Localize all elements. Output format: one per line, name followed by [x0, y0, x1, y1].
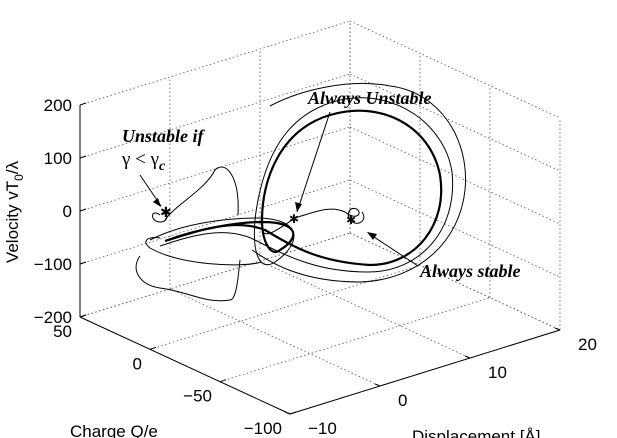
- x-tick-label: −10: [308, 419, 337, 438]
- tick-mark: [79, 261, 87, 265]
- z-tick-label: 0: [63, 202, 72, 221]
- z-axis-label: Velocity vT0/λ: [3, 160, 26, 263]
- grid-line: [149, 264, 421, 350]
- grid: [79, 20, 561, 415]
- trajectory: [152, 209, 168, 223]
- grid-line: [259, 260, 471, 359]
- fixed-point: ✱: [160, 204, 172, 220]
- tick-mark: [464, 355, 471, 359]
- arrow: [296, 111, 331, 213]
- tick-mark: [374, 383, 381, 387]
- grid-line: [219, 297, 491, 383]
- grid-line: [349, 179, 561, 278]
- x-axis-label: Displacement [Å]: [412, 427, 541, 438]
- z-tick-label: −200: [34, 308, 72, 327]
- grid-line: [349, 126, 561, 225]
- grid-line: [349, 20, 561, 119]
- tick-mark: [79, 155, 87, 159]
- grid-line: [79, 232, 351, 318]
- grid-line: [79, 126, 351, 212]
- z-tick-label: 100: [44, 149, 72, 168]
- trajectory: [261, 217, 296, 235]
- tick-mark: [554, 327, 561, 331]
- annotation: Always stable: [419, 261, 521, 281]
- axis-line: [79, 316, 291, 415]
- y-tick-label: 50: [53, 322, 72, 341]
- trajectory: [135, 255, 241, 302]
- grid-line: [169, 288, 381, 387]
- z-tick-label: −100: [34, 255, 72, 274]
- limit-cycle: [164, 109, 443, 267]
- trajectory: [294, 207, 365, 224]
- trajectory: [145, 237, 263, 266]
- grid-line: [349, 232, 561, 331]
- y-tick-label: 0: [133, 354, 142, 373]
- annotation-text: γ < γ: [121, 149, 159, 170]
- trajectory: [164, 166, 239, 221]
- grid-line: [79, 20, 351, 106]
- y-tick-label: −50: [183, 387, 212, 406]
- x-tick-label: 10: [488, 363, 507, 382]
- y-axis-label: Charge Q/e: [70, 422, 158, 438]
- arrow: [367, 232, 419, 267]
- tick-mark: [219, 379, 227, 383]
- annotation: Unstable if: [122, 126, 206, 146]
- y-tick-label: −100: [244, 419, 282, 438]
- annotation: γ < γc: [121, 149, 166, 174]
- z-label-rest: /λ: [3, 160, 22, 174]
- grid-line: [79, 73, 351, 159]
- z-label-sub: 0: [12, 174, 26, 181]
- fixed-point: ✱: [346, 213, 356, 227]
- tick-mark: [149, 346, 157, 350]
- grid-line: [349, 73, 561, 172]
- axis-line: [289, 329, 561, 415]
- annotation-sub: c: [159, 159, 166, 174]
- tick-mark: [79, 314, 87, 318]
- fixed-point: ✱: [289, 212, 299, 226]
- grid-line: [79, 179, 351, 265]
- tick-mark: [79, 102, 87, 106]
- annotation: Always Unstable: [307, 88, 432, 108]
- x-tick-label: 20: [578, 335, 597, 354]
- annotations: Always Unstable Unstable if γ < γc Alway…: [121, 88, 521, 281]
- x-tick-label: 0: [398, 391, 407, 410]
- limit-cycle: [149, 97, 454, 273]
- trajectories: ✱ ✱ ✱: [135, 83, 467, 302]
- arrow-head: [153, 198, 161, 207]
- z-label-text: Velocity vT: [3, 181, 22, 263]
- arrow-head: [295, 202, 302, 212]
- z-tick-label: 200: [44, 96, 72, 115]
- trajectory: [251, 83, 467, 283]
- tick-mark: [79, 208, 87, 212]
- arrow-head: [367, 232, 377, 240]
